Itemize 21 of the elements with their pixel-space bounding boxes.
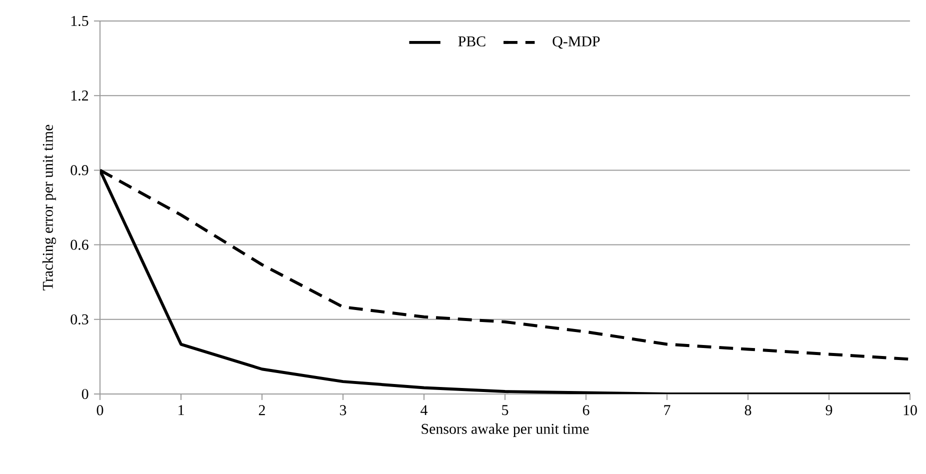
x-tick-label: 10 [904, 405, 917, 416]
y-tick-label: 1.5 [71, 16, 88, 26]
y-tick-label: 0.9 [70, 165, 88, 176]
x-tick-label: 1 [178, 405, 184, 416]
x-tick-label: 9 [826, 405, 832, 416]
y-tick-label: 0.3 [70, 314, 88, 324]
legend-label: Q-MDP [552, 36, 600, 49]
x-tick-label: 4 [420, 405, 428, 416]
x-tick-label: 5 [502, 405, 508, 416]
y-tick-label: 0 [82, 388, 88, 400]
y-axis-title: Tracking error per unit time [42, 124, 56, 290]
x-axis-title: Sensors awake per unit time [422, 423, 589, 437]
y-tick-label: 0.6 [70, 240, 88, 250]
x-tick-label: 2 [258, 405, 265, 416]
x-tick-label: 3 [340, 405, 346, 416]
x-tick-label: 6 [582, 405, 590, 416]
x-tick-label: 7 [664, 405, 670, 415]
x-tick-label: 8 [744, 405, 752, 416]
x-tick-label: 0 [96, 405, 104, 416]
legend-label: PBC [458, 36, 486, 46]
y-tick-label: 1.2 [71, 90, 88, 101]
